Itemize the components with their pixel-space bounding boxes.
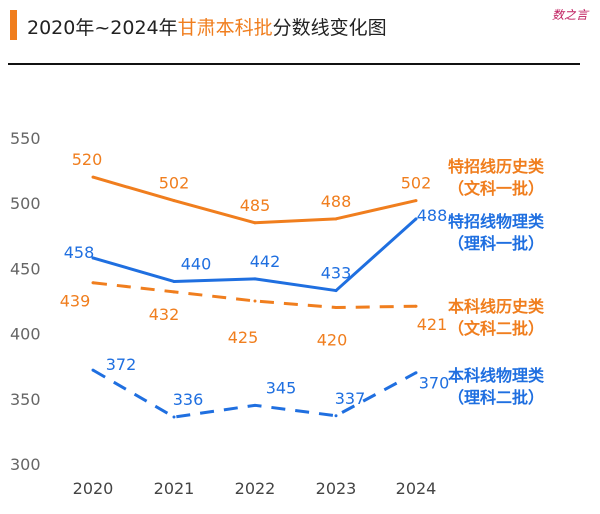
data-label-2-4: 421 bbox=[417, 315, 448, 334]
data-point-2-1 bbox=[172, 290, 176, 294]
data-point-0-3 bbox=[334, 217, 338, 221]
y-tick-label-1: 350 bbox=[10, 390, 41, 409]
legend-label-1-line2: （理科一批） bbox=[448, 234, 545, 253]
legend-label-1-line1: 特招线物理类 bbox=[448, 212, 545, 231]
data-point-3-0 bbox=[91, 368, 95, 372]
y-tick-label-2: 400 bbox=[10, 325, 41, 344]
chart-title: 2020年~2024年甘肃本科批分数线变化图 bbox=[27, 13, 387, 40]
data-label-0-3: 488 bbox=[321, 192, 352, 211]
legend-label-2-line2: （文科二批） bbox=[448, 319, 545, 338]
data-label-2-2: 425 bbox=[228, 328, 259, 347]
data-point-1-1 bbox=[172, 279, 176, 283]
x-tick-label-0: 2020 bbox=[73, 479, 114, 498]
data-label-1-2: 442 bbox=[250, 252, 281, 271]
y-tick-label-4: 500 bbox=[10, 194, 41, 213]
legend-entry-1: 特招线物理类 （理科一批） bbox=[448, 211, 544, 255]
data-label-1-1: 440 bbox=[181, 254, 212, 273]
data-point-2-0 bbox=[91, 281, 95, 285]
data-label-1-0: 458 bbox=[64, 243, 95, 262]
series-line-2 bbox=[92, 281, 417, 310]
data-point-3-1 bbox=[172, 415, 176, 419]
data-point-3-2 bbox=[253, 403, 257, 407]
data-label-3-2: 345 bbox=[266, 378, 297, 397]
legend-label-3-line1: 本科线物理类 bbox=[448, 366, 545, 385]
title-divider bbox=[8, 63, 580, 65]
data-point-1-0 bbox=[91, 256, 95, 260]
legend-entry-0: 特招线历史类 （文科一批） bbox=[448, 156, 544, 200]
data-point-3-4 bbox=[414, 371, 418, 375]
data-label-3-0: 372 bbox=[106, 355, 137, 374]
watermark: 数之言 bbox=[551, 8, 588, 22]
data-point-3-3 bbox=[334, 414, 338, 418]
legend-label-0-line1: 特招线历史类 bbox=[448, 157, 545, 176]
series-line-3 bbox=[92, 368, 417, 419]
data-label-1-3: 433 bbox=[321, 264, 352, 283]
y-tick-label-5: 550 bbox=[10, 129, 41, 148]
x-tick-label-4: 2024 bbox=[396, 479, 437, 498]
data-label-3-3: 337 bbox=[335, 389, 366, 408]
data-point-1-3 bbox=[334, 289, 338, 293]
data-point-2-2 bbox=[253, 299, 257, 303]
y-tick-label-0: 300 bbox=[10, 455, 41, 474]
data-label-1-4: 488 bbox=[417, 206, 448, 225]
data-point-0-0 bbox=[91, 175, 95, 179]
legend-label-3-line2: （理科二批） bbox=[448, 388, 545, 407]
legend-label-0-line2: （文科一批） bbox=[448, 179, 545, 198]
data-point-2-3 bbox=[334, 306, 338, 310]
x-tick-label-3: 2023 bbox=[316, 479, 357, 498]
data-point-1-4 bbox=[414, 217, 418, 221]
data-label-2-1: 432 bbox=[149, 305, 180, 324]
data-point-0-2 bbox=[253, 221, 257, 225]
data-label-3-1: 336 bbox=[173, 390, 204, 409]
data-label-0-2: 485 bbox=[240, 196, 271, 215]
data-label-0-0: 520 bbox=[72, 150, 103, 169]
data-point-1-2 bbox=[253, 277, 257, 281]
chart-title-bar: 2020年~2024年甘肃本科批分数线变化图 bbox=[0, 8, 520, 42]
data-label-0-1: 502 bbox=[159, 174, 190, 193]
x-tick-label-1: 2021 bbox=[154, 479, 195, 498]
x-tick-label-2: 2022 bbox=[235, 479, 276, 498]
y-tick-label-3: 450 bbox=[10, 259, 41, 278]
data-point-0-4 bbox=[414, 199, 418, 203]
data-point-2-4 bbox=[414, 304, 418, 308]
title-accent-bar bbox=[10, 10, 17, 40]
data-label-2-0: 439 bbox=[60, 292, 91, 311]
data-label-3-4: 370 bbox=[419, 374, 450, 393]
data-label-2-3: 420 bbox=[317, 331, 348, 350]
title-suffix: 分数线变化图 bbox=[272, 17, 387, 39]
legend-entry-3: 本科线物理类 （理科二批） bbox=[448, 365, 544, 409]
data-label-0-4: 502 bbox=[401, 174, 432, 193]
legend-label-2-line1: 本科线历史类 bbox=[448, 297, 545, 316]
title-prefix: 2020年~2024年 bbox=[27, 17, 178, 39]
legend-entry-2: 本科线历史类 （文科二批） bbox=[448, 296, 544, 340]
title-highlight: 甘肃本科批 bbox=[177, 17, 273, 39]
data-point-0-1 bbox=[172, 199, 176, 203]
